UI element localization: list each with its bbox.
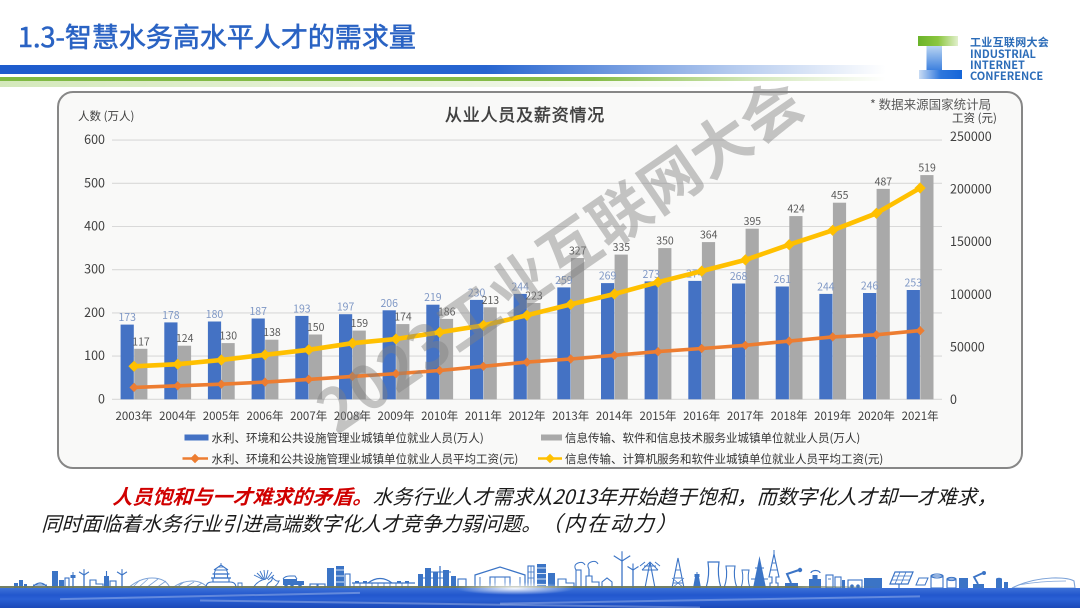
svg-text:268: 268 [730, 269, 748, 284]
svg-text:487: 487 [875, 174, 893, 189]
svg-text:信息传输、计算机服务和软件业城镇单位就业人员平均工资(元): 信息传输、计算机服务和软件业城镇单位就业人员平均工资(元) [565, 451, 883, 467]
svg-text:261: 261 [774, 272, 792, 287]
svg-text:2012年: 2012年 [508, 408, 545, 424]
svg-text:工资 (元): 工资 (元) [952, 110, 997, 126]
svg-text:100: 100 [84, 345, 105, 364]
svg-text:人数 (万人): 人数 (万人) [78, 108, 134, 124]
svg-text:174: 174 [394, 310, 412, 325]
svg-text:206: 206 [380, 296, 398, 311]
svg-text:259: 259 [555, 273, 573, 288]
svg-text:2013年: 2013年 [552, 408, 589, 424]
svg-text:2004年: 2004年 [159, 408, 196, 424]
svg-text:193: 193 [293, 301, 311, 316]
svg-text:2017年: 2017年 [727, 408, 764, 424]
svg-text:244: 244 [511, 279, 529, 294]
svg-text:150: 150 [307, 320, 325, 335]
svg-text:INTERNET: INTERNET [970, 57, 1025, 73]
svg-text:178: 178 [162, 308, 180, 323]
svg-text:150000: 150000 [950, 231, 992, 250]
svg-text:230: 230 [468, 285, 486, 300]
svg-text:500: 500 [84, 172, 105, 191]
svg-text:2018年: 2018年 [771, 408, 808, 424]
svg-text:223: 223 [525, 289, 543, 304]
svg-text:335: 335 [613, 240, 631, 255]
svg-text:138: 138 [263, 325, 281, 340]
svg-text:2009年: 2009年 [377, 408, 414, 424]
svg-text:2019年: 2019年 [814, 408, 851, 424]
svg-text:213: 213 [482, 293, 500, 308]
svg-text:117: 117 [132, 334, 150, 349]
svg-text:400: 400 [84, 216, 105, 235]
svg-text:CONFERENCE: CONFERENCE [970, 68, 1043, 84]
svg-text:327: 327 [569, 244, 587, 259]
svg-text:424: 424 [787, 202, 805, 217]
svg-text:50000: 50000 [950, 336, 985, 355]
svg-text:信息传输、软件和信息技术服务业城镇单位就业人员(万人): 信息传输、软件和信息技术服务业城镇单位就业人员(万人) [565, 430, 860, 446]
svg-text:269: 269 [599, 269, 617, 284]
svg-text:455: 455 [831, 188, 849, 203]
svg-text:0: 0 [950, 389, 957, 408]
svg-text:100000: 100000 [950, 284, 992, 303]
svg-text:2003年: 2003年 [115, 408, 152, 424]
svg-text:186: 186 [438, 304, 456, 319]
svg-text:水利、环境和公共设施管理业城镇单位就业人员平均工资(元): 水利、环境和公共设施管理业城镇单位就业人员平均工资(元) [212, 451, 519, 467]
svg-text:253: 253 [905, 276, 923, 291]
svg-text:395: 395 [744, 214, 762, 229]
svg-text:工业互联网大会: 工业互联网大会 [970, 34, 1049, 50]
svg-text:246: 246 [861, 279, 879, 294]
svg-text:2020年: 2020年 [858, 408, 895, 424]
svg-text:187: 187 [249, 304, 267, 319]
svg-text:159: 159 [351, 316, 369, 331]
svg-text:2007年: 2007年 [290, 408, 327, 424]
svg-text:0: 0 [98, 388, 105, 407]
svg-text:300: 300 [84, 259, 105, 278]
svg-text:244: 244 [817, 279, 835, 294]
svg-text:273: 273 [642, 267, 660, 282]
svg-text:250000: 250000 [950, 126, 992, 145]
svg-text:124: 124 [176, 331, 194, 346]
svg-text:600: 600 [84, 129, 105, 148]
svg-text:130: 130 [220, 329, 238, 344]
svg-text:519: 519 [918, 161, 936, 176]
svg-text:173: 173 [118, 310, 136, 325]
svg-text:200000: 200000 [950, 179, 992, 198]
svg-text:219: 219 [424, 290, 442, 305]
svg-text:364: 364 [700, 228, 718, 243]
svg-text:350: 350 [656, 234, 674, 249]
svg-text:INDUSTRIAL: INDUSTRIAL [970, 46, 1036, 62]
svg-text:2016年: 2016年 [683, 408, 720, 424]
svg-text:197: 197 [337, 300, 355, 315]
svg-text:从业人员及薪资情况: 从业人员及薪资情况 [445, 101, 605, 126]
svg-text:2005年: 2005年 [203, 408, 240, 424]
svg-text:180: 180 [206, 307, 224, 322]
svg-text:2014年: 2014年 [596, 408, 633, 424]
svg-text:2010年: 2010年 [421, 408, 458, 424]
svg-text:2021年: 2021年 [902, 408, 939, 424]
svg-text:200: 200 [84, 302, 105, 321]
svg-text:2008年: 2008年 [334, 408, 371, 424]
svg-text:2011年: 2011年 [465, 408, 502, 424]
svg-text:水利、环境和公共设施管理业城镇单位就业人员(万人): 水利、环境和公共设施管理业城镇单位就业人员(万人) [212, 430, 484, 446]
svg-text:2006年: 2006年 [246, 408, 283, 424]
svg-text:2015年: 2015年 [639, 408, 676, 424]
